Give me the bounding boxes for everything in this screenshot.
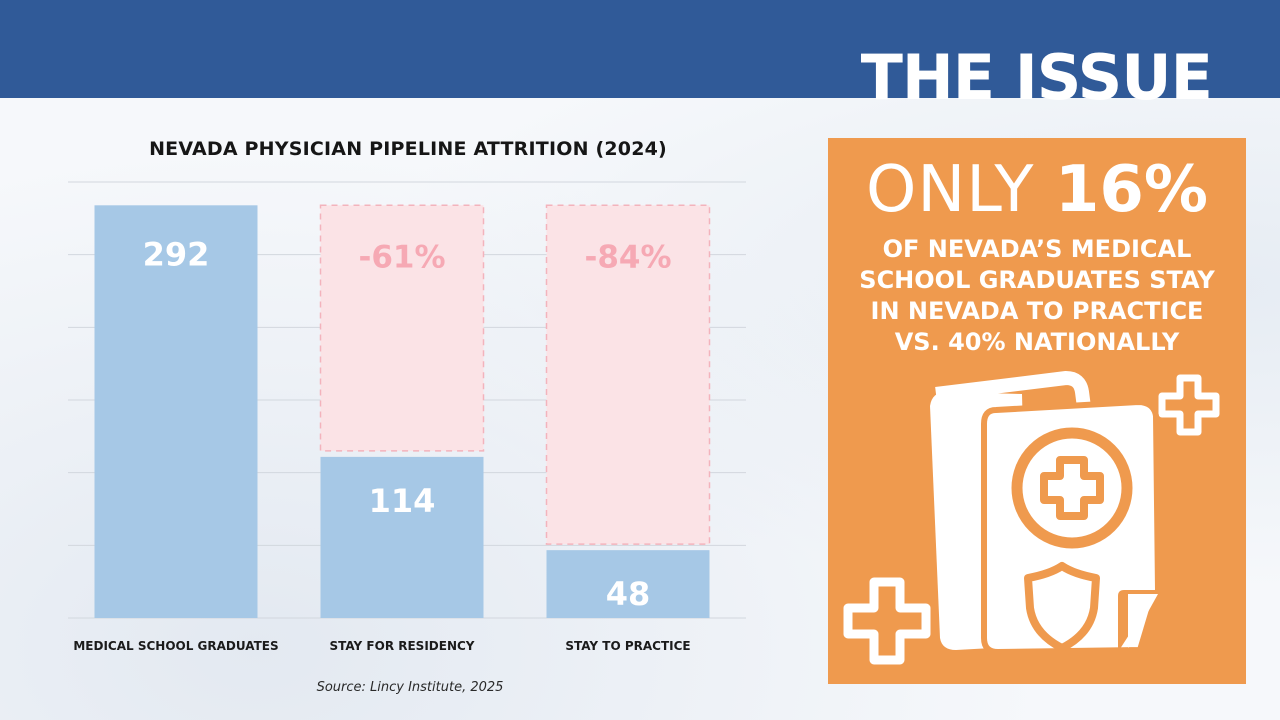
callout-line: IN NEVADA TO PRACTICE <box>870 297 1204 325</box>
chart-title: NEVADA PHYSICIAN PIPELINE ATTRITION (202… <box>149 138 667 160</box>
plus-icon <box>843 577 931 665</box>
medical-cross-icon <box>1011 427 1133 549</box>
callout-statement: OF NEVADA’S MEDICAL SCHOOL GRADUATES STA… <box>838 234 1236 358</box>
shield-icon <box>1024 562 1100 652</box>
callout-line: OF NEVADA’S MEDICAL <box>882 235 1192 263</box>
bar <box>320 456 484 618</box>
callout-headline: ONLY 16% <box>828 152 1246 228</box>
callout-line: SCHOOL GRADUATES STAY <box>859 266 1215 294</box>
bar <box>546 550 710 618</box>
page-title: THE ISSUE <box>860 44 1212 104</box>
loss-region <box>319 204 485 452</box>
callout-line: VS. 40% NATIONALLY <box>894 328 1180 356</box>
callout-prefix: ONLY <box>865 153 1035 227</box>
loss-label: -84% <box>584 239 671 275</box>
header-band <box>0 0 1280 98</box>
medical-document-illustration <box>843 371 1220 665</box>
callout-highlight: 16% <box>1054 153 1209 227</box>
bar-value-label: 48 <box>606 575 651 613</box>
loss-label: -61% <box>358 239 445 275</box>
bar-value-label: 292 <box>143 235 210 273</box>
category-label: MEDICAL SCHOOL GRADUATES <box>73 639 278 653</box>
bar-value-label: 114 <box>369 482 436 520</box>
attrition-bar-chart: 292 MEDICAL SCHOOL GRADUATES -61% 114 STAY F… <box>68 181 746 653</box>
plus-icon <box>1158 374 1220 436</box>
category-label: STAY FOR RESIDENCY <box>330 639 475 653</box>
loss-region <box>545 204 711 545</box>
bar <box>94 205 258 618</box>
callout-panel: ONLY 16% OF NEVADA’S MEDICAL SCHOOL GRAD… <box>828 138 1246 684</box>
category-label: STAY TO PRACTICE <box>565 639 690 653</box>
chart-source: Source: Lincy Institute, 2025 <box>316 680 504 695</box>
